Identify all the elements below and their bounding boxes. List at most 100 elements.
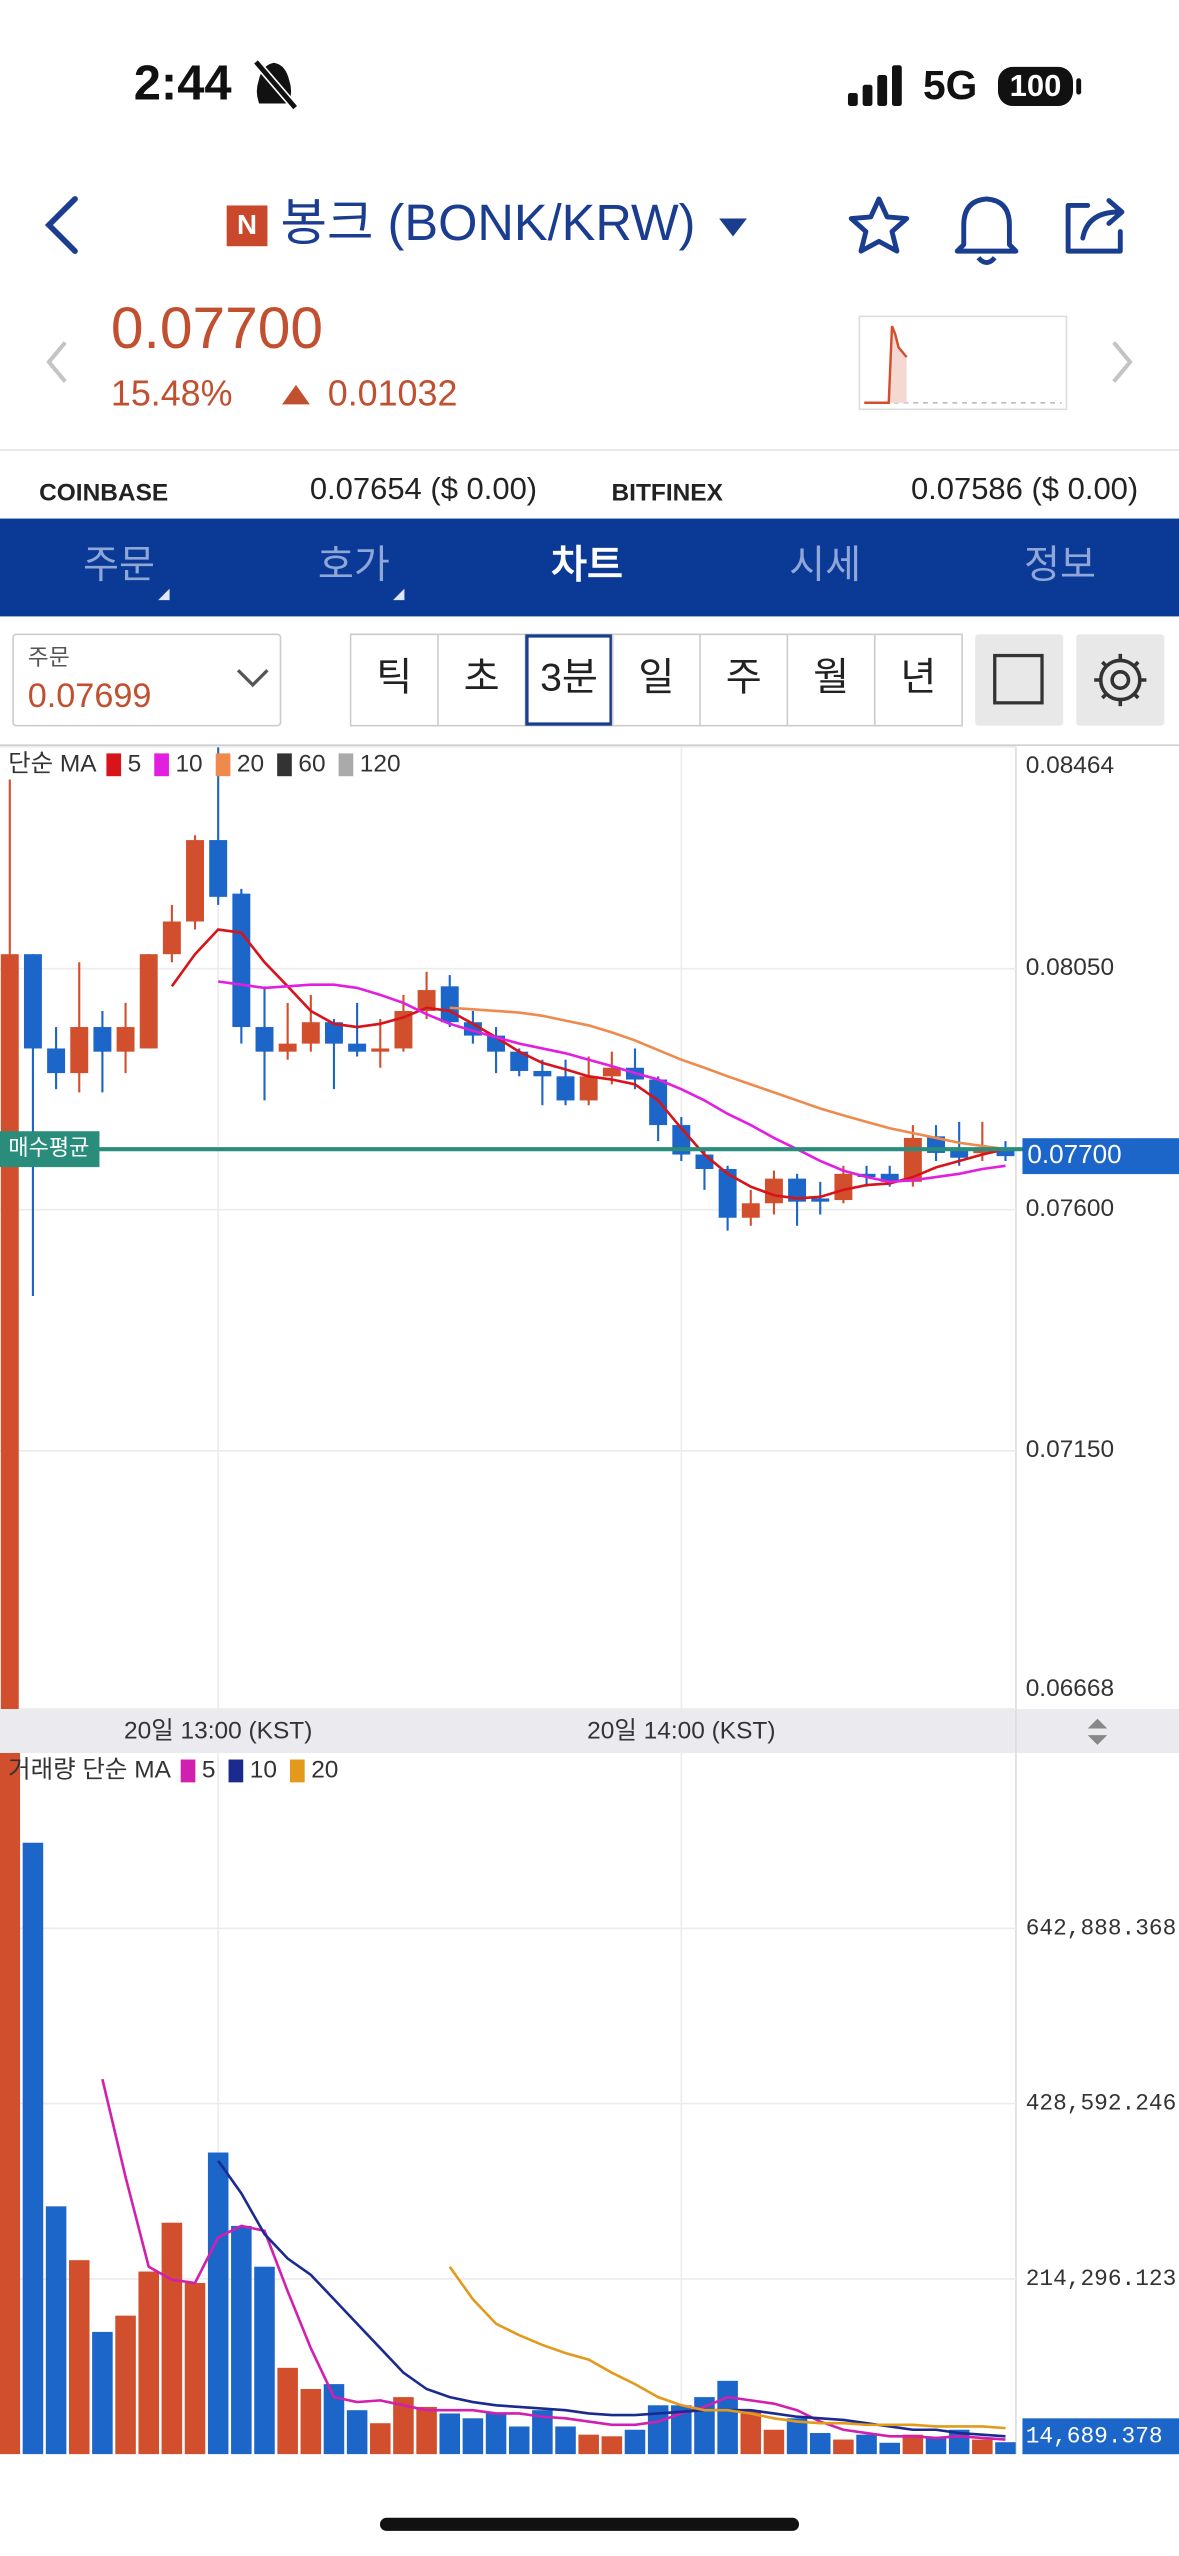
volume-bar xyxy=(0,1753,21,2455)
volume-plot xyxy=(0,1753,1016,2455)
y-tick-label: 0.07150 xyxy=(1026,1436,1114,1463)
candle-body xyxy=(278,1043,297,1052)
avg-price-label: 매수평균 xyxy=(8,1135,89,1160)
legend-label: 10 xyxy=(250,1756,277,1783)
interval-button[interactable]: 월 xyxy=(813,656,849,699)
drawing-button[interactable] xyxy=(975,634,1064,726)
volume-bar xyxy=(485,2413,507,2455)
volume-bar xyxy=(184,2282,206,2455)
home-indicator xyxy=(379,2517,800,2531)
candle-body xyxy=(70,1027,89,1074)
change-percent: 15.48% xyxy=(111,374,233,414)
volume-bar xyxy=(92,2331,113,2455)
candle-body xyxy=(834,1173,853,1201)
legend-swatch xyxy=(277,753,292,777)
settings-icon xyxy=(1094,653,1147,707)
y-tick-label: 0.06668 xyxy=(1026,1675,1114,1702)
volume-bar xyxy=(925,2437,947,2455)
x-tick-label: 20일 14:00 (KST) xyxy=(587,1717,775,1744)
drawing-icon xyxy=(993,653,1044,705)
exchange-name: COINBASE xyxy=(39,480,168,507)
candle-body xyxy=(695,1154,714,1169)
interval-button[interactable]: 일 xyxy=(638,656,674,699)
candle-body xyxy=(394,1010,413,1049)
volume-bar xyxy=(809,2433,831,2455)
network-label: 5G xyxy=(923,62,977,108)
candle-body xyxy=(811,1198,830,1202)
candle-body xyxy=(973,1150,992,1154)
alert-button[interactable] xyxy=(954,196,1019,265)
order-box-label: 주문 xyxy=(28,644,70,670)
tab[interactable]: 차트 xyxy=(551,544,623,587)
interval-button[interactable]: 틱 xyxy=(376,656,412,699)
candle-body xyxy=(996,1147,1015,1157)
candle-body xyxy=(23,954,42,1049)
order-box-chevron[interactable] xyxy=(236,669,269,688)
current-price: 0.07700 xyxy=(111,296,323,361)
interval-button[interactable]: 주 xyxy=(726,656,762,699)
share-button[interactable] xyxy=(1065,198,1125,254)
volume-bar xyxy=(833,2439,854,2455)
interval-selected xyxy=(525,634,613,726)
legend-swatch xyxy=(215,753,231,777)
battery-cap xyxy=(1076,78,1082,95)
legend-swatch xyxy=(228,1759,244,1783)
volume-bar xyxy=(346,2410,368,2455)
volume-tick-label: 428,592.246 xyxy=(1026,2091,1177,2117)
legend-label: 5 xyxy=(202,1756,216,1783)
tab[interactable]: 시세 xyxy=(789,544,861,587)
interval-button[interactable]: 초 xyxy=(464,656,500,699)
axis-resize-handle[interactable] xyxy=(1087,1718,1108,1745)
ma-line xyxy=(449,1006,1006,1151)
order-box-price: 0.07699 xyxy=(28,677,152,715)
candle-body xyxy=(301,1022,320,1044)
volume-bar xyxy=(972,2439,993,2455)
candle-body xyxy=(209,840,228,897)
tab-bar xyxy=(0,518,1179,617)
interval-group xyxy=(349,633,963,727)
volume-bar xyxy=(300,2389,322,2455)
tab[interactable]: 호가 xyxy=(318,544,390,587)
legend-swatch xyxy=(290,1759,305,1783)
candle-body xyxy=(510,1051,529,1071)
volume-tick-label: 642,888.368 xyxy=(1026,1915,1177,1941)
tab[interactable]: 주문 xyxy=(83,544,155,587)
candle-body xyxy=(440,986,459,1023)
candle-body xyxy=(162,921,181,955)
candle-body xyxy=(950,1149,969,1158)
page-title[interactable]: 봉크 (BONK/KRW) xyxy=(280,194,695,251)
order-box[interactable] xyxy=(12,633,282,727)
volume-bar xyxy=(740,2410,762,2455)
price-plot xyxy=(0,747,1015,1709)
ma-line xyxy=(218,980,1006,1184)
back-button[interactable] xyxy=(44,196,78,254)
volume-bar xyxy=(902,2434,924,2455)
next-coin[interactable] xyxy=(1112,341,1133,383)
candle-body xyxy=(324,1022,343,1044)
interval-button[interactable]: 년 xyxy=(900,656,936,699)
prev-coin[interactable] xyxy=(46,341,67,383)
favorite-button[interactable] xyxy=(848,196,910,254)
volume-ma-line xyxy=(101,2078,1006,2441)
volume-bar xyxy=(508,2426,530,2455)
legend-swatch xyxy=(106,753,122,777)
ma-line xyxy=(170,928,1006,1200)
volume-ma-line xyxy=(448,2265,1006,2430)
x-tick-label: 20일 13:00 (KST) xyxy=(124,1717,312,1744)
volume-bar xyxy=(138,2271,159,2455)
title-dropdown[interactable] xyxy=(719,218,747,237)
volume-bar xyxy=(879,2442,900,2455)
legend-label: 20 xyxy=(237,750,264,777)
tab[interactable]: 정보 xyxy=(1024,544,1096,587)
legend-label: 120 xyxy=(360,750,401,777)
settings-button[interactable] xyxy=(1076,634,1165,726)
exchange-name: BITFINEX xyxy=(612,480,724,507)
volume-bar xyxy=(370,2423,391,2455)
legend-label: 60 xyxy=(298,750,325,777)
mute-icon xyxy=(252,59,299,111)
time-axis xyxy=(0,1708,1179,1754)
interval-button[interactable]: 3분 xyxy=(540,656,598,699)
battery-label: 100 xyxy=(1010,68,1062,103)
